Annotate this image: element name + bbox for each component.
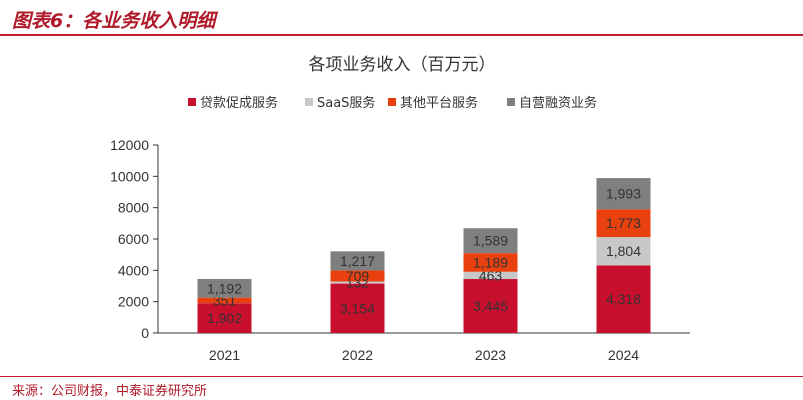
- y-tick-label: 8000: [118, 200, 149, 216]
- figure-title: 图表6：各业务收入明细: [12, 10, 216, 32]
- bar-segment: [330, 281, 385, 284]
- bar-segment: [463, 271, 518, 280]
- bar-segment: [197, 278, 252, 298]
- chart-legend: 贷款促成服务 SaaS服务 其他平台服务 自营融资业务: [188, 95, 597, 111]
- data-label: 1,773: [606, 215, 641, 231]
- footer-rule: [0, 376, 803, 377]
- bar-segment: [596, 178, 651, 210]
- bar-segment: [197, 303, 252, 333]
- y-tick-label: 4000: [118, 262, 149, 278]
- x-tick-label: 2023: [475, 347, 506, 363]
- legend-swatch: [305, 98, 313, 106]
- bars: 1,9023511,1923,1541327091,2173,4454631,1…: [197, 178, 651, 333]
- y-tick-label: 10000: [110, 168, 149, 184]
- data-label: 1,192: [207, 280, 242, 296]
- y-tick-label: 0: [141, 325, 149, 341]
- bar-segment: [596, 209, 651, 238]
- y-tick-label: 12000: [110, 137, 149, 153]
- y-tick-label: 2000: [118, 294, 149, 310]
- figure-source: 来源：公司财报，中泰证券研究所: [12, 384, 208, 399]
- y-tick-label: 6000: [118, 231, 149, 247]
- legend-swatch: [507, 98, 515, 106]
- data-label: 709: [346, 268, 370, 284]
- data-label: 1,189: [473, 254, 508, 270]
- y-axis: 0 2000 4000 6000 8000 10000 12000: [110, 137, 159, 341]
- data-label: 1,993: [606, 186, 641, 202]
- legend-swatch: [388, 98, 396, 106]
- legend-swatch: [188, 98, 196, 106]
- data-label: 4,318: [606, 291, 641, 307]
- bar-segment: [197, 297, 252, 304]
- bar-segment: [463, 228, 518, 254]
- bar-segment: [330, 283, 385, 333]
- data-label: 1,589: [473, 233, 508, 249]
- data-label: 1,217: [340, 253, 375, 269]
- x-tick-label: 2022: [342, 347, 373, 363]
- legend-label: SaaS服务: [317, 95, 375, 111]
- bar-segment: [463, 253, 518, 272]
- legend-label: 贷款促成服务: [200, 95, 278, 111]
- header-rule: [0, 34, 803, 36]
- data-label: 1,804: [606, 243, 641, 259]
- data-label: 3,445: [473, 298, 508, 314]
- stacked-bar-chart: 各项业务收入（百万元） 贷款促成服务 SaaS服务 其他平台服务 自营融资业务 0 20…: [110, 55, 690, 363]
- bar-segment: [330, 251, 385, 271]
- x-tick-label: 2021: [209, 347, 240, 363]
- chart-title: 各项业务收入（百万元）: [309, 55, 496, 75]
- figure-header: 图表6：各业务收入明细: [0, 0, 803, 40]
- legend-label: 其他平台服务: [400, 95, 478, 111]
- bar-segment: [596, 265, 651, 333]
- legend-label: 自营融资业务: [519, 95, 597, 111]
- x-tick-label: 2024: [608, 347, 639, 363]
- data-label: 1,902: [207, 310, 242, 326]
- bar-segment: [330, 270, 385, 282]
- x-axis: 2021 2022 2023 2024: [158, 332, 690, 363]
- bar-segment: [596, 237, 651, 266]
- bar-segment: [463, 279, 518, 333]
- data-label: 3,154: [340, 300, 375, 316]
